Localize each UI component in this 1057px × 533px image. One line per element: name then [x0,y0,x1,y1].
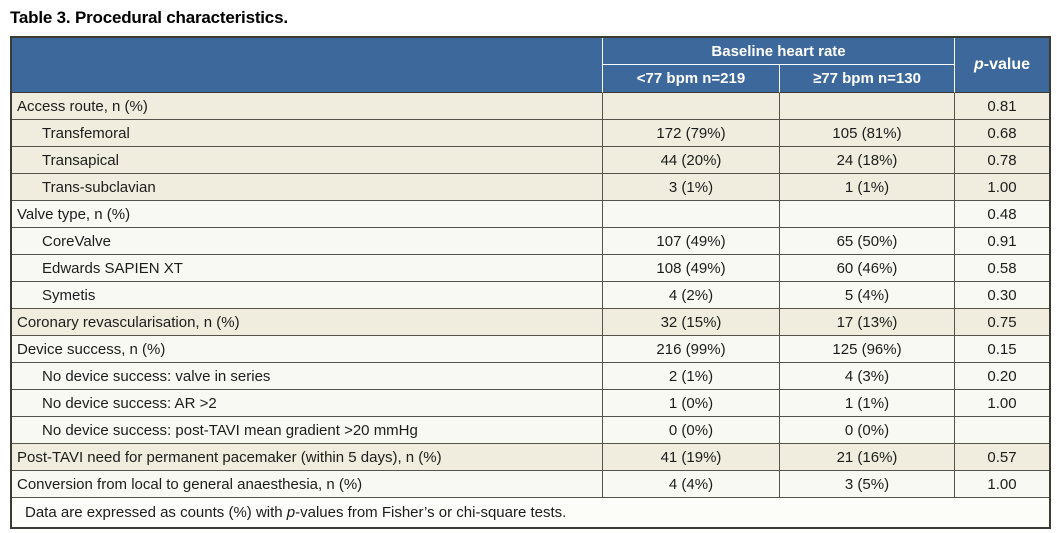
procedural-characteristics-table: Baseline heart rate p-value <77 bpm n=21… [10,36,1052,529]
table-body: Access route, n (%) 0.81 Transfemoral 172 (… [12,93,1050,498]
cell-ge77: 1 (1%) [780,390,956,417]
footnote: Data are expressed as counts (%) with p-… [12,498,1050,527]
cell-lt77: 41 (19%) [603,444,780,471]
row-label: Transfemoral [12,120,603,147]
row-label: Coronary revascularisation, n (%) [12,309,603,336]
row-label: Device success, n (%) [12,336,603,363]
cell-pvalue: 0.30 [955,282,1050,309]
header-col-ge77: ≥77 bpm n=130 [780,65,956,93]
cell-ge77: 1 (1%) [780,174,956,201]
p-italic: p [974,56,984,73]
row-label: No device success: post-TAVI mean gradie… [12,417,603,444]
cell-ge77: 0 (0%) [780,417,956,444]
table-title: Table 3. Procedural characteristics. [10,8,288,27]
cell-ge77: 105 (81%) [780,120,956,147]
row-label: Access route, n (%) [12,93,603,120]
cell-lt77: 4 (4%) [603,471,780,498]
row-label: Conversion from local to general anaesth… [12,471,603,498]
table-row: Trans-subclavian 3 (1%) 1 (1%) 1.00 [12,174,1050,201]
table-row: Post-TAVI need for permanent pacemaker (… [12,444,1050,471]
row-label: Transapical [12,147,603,174]
cell-pvalue: 0.20 [955,363,1050,390]
cell-lt77 [603,93,780,120]
cell-pvalue: 0.15 [955,336,1050,363]
footnote-post: -values from Fisher’s or chi-square test… [295,504,567,521]
table-row: Transapical 44 (20%) 24 (18%) 0.78 [12,147,1050,174]
cell-pvalue: 0.75 [955,309,1050,336]
cell-pvalue: 0.58 [955,255,1050,282]
table-row: CoreValve 107 (49%) 65 (50%) 0.91 [12,228,1050,255]
cell-ge77: 60 (46%) [780,255,956,282]
cell-pvalue: 1.00 [955,390,1050,417]
table-row: Access route, n (%) 0.81 [12,93,1050,120]
table-header: Baseline heart rate p-value <77 bpm n=21… [12,38,1050,93]
row-label: Trans-subclavian [12,174,603,201]
cell-lt77: 107 (49%) [603,228,780,255]
row-label: Symetis [12,282,603,309]
header-p-value: p-value [955,38,1050,93]
cell-ge77 [780,93,956,120]
cell-lt77: 44 (20%) [603,147,780,174]
cell-ge77: 21 (16%) [780,444,956,471]
cell-pvalue: 0.57 [955,444,1050,471]
cell-lt77: 32 (15%) [603,309,780,336]
cell-ge77: 125 (96%) [780,336,956,363]
table-row: Conversion from local to general anaesth… [12,471,1050,498]
cell-lt77: 2 (1%) [603,363,780,390]
row-label: CoreValve [12,228,603,255]
cell-ge77: 65 (50%) [780,228,956,255]
table-row: No device success: AR >2 1 (0%) 1 (1%) 1.00 [12,390,1050,417]
cell-lt77: 1 (0%) [603,390,780,417]
cell-ge77: 24 (18%) [780,147,956,174]
cell-ge77: 3 (5%) [780,471,956,498]
cell-pvalue: 0.78 [955,147,1050,174]
header-group-row: Baseline heart rate p-value [12,38,1050,93]
footnote-row: Data are expressed as counts (%) with p-… [12,498,1050,527]
table-row: Edwards SAPIEN XT 108 (49%) 60 (46%) 0.58 [12,255,1050,282]
header-baseline-heart-rate: Baseline heart rate [603,38,956,65]
cell-pvalue [955,417,1050,444]
cell-pvalue: 0.81 [955,93,1050,120]
cell-lt77: 108 (49%) [603,255,780,282]
footnote-p-italic: p [286,504,296,521]
cell-pvalue: 0.48 [955,201,1050,228]
p-value-rest: -value [983,56,1031,73]
cell-lt77: 172 (79%) [603,120,780,147]
cell-lt77 [603,201,780,228]
table-row: Valve type, n (%) 0.48 [12,201,1050,228]
header-col-lt77: <77 bpm n=219 [603,65,780,93]
row-label: No device success: valve in series [12,363,603,390]
row-label: Post-TAVI need for permanent pacemaker (… [12,444,603,471]
header-blank-cell [12,38,603,93]
cell-pvalue: 1.00 [955,174,1050,201]
cell-ge77: 5 (4%) [780,282,956,309]
cell-pvalue: 0.91 [955,228,1050,255]
table-row: Coronary revascularisation, n (%) 32 (15%… [12,309,1050,336]
row-label: Edwards SAPIEN XT [12,255,603,282]
table-row: Transfemoral 172 (79%) 105 (81%) 0.68 [12,120,1050,147]
row-label: No device success: AR >2 [12,390,603,417]
cell-lt77: 216 (99%) [603,336,780,363]
cell-pvalue: 0.68 [955,120,1050,147]
cell-lt77: 3 (1%) [603,174,780,201]
cell-lt77: 0 (0%) [603,417,780,444]
cell-ge77: 4 (3%) [780,363,956,390]
cell-ge77: 17 (13%) [780,309,956,336]
cell-ge77 [780,201,956,228]
table-row: No device success: post-TAVI mean gradie… [12,417,1050,444]
table-footer: Data are expressed as counts (%) with p-… [12,498,1050,527]
table-row: Device success, n (%) 216 (99%) 125 (96%) 0… [12,336,1050,363]
cell-pvalue: 1.00 [955,471,1050,498]
table-row: No device success: valve in series 2 (1%)… [12,363,1050,390]
header-subrow: <77 bpm n=219 ≥77 bpm n=130 [12,65,1049,93]
table-row: Symetis 4 (2%) 5 (4%) 0.30 [12,282,1050,309]
footnote-pre: Data are expressed as counts (%) with [25,504,287,521]
row-label: Valve type, n (%) [12,201,603,228]
cell-lt77: 4 (2%) [603,282,780,309]
